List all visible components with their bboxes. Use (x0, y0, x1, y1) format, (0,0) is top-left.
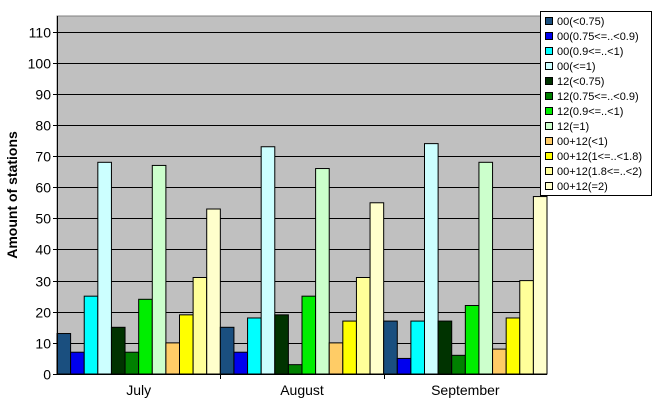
bar (165, 342, 180, 375)
bar (369, 202, 385, 375)
bar (519, 280, 534, 375)
y-tick-label: 60 (35, 180, 51, 196)
legend-swatch (545, 122, 553, 130)
bar (110, 326, 126, 375)
bar (315, 168, 330, 375)
bar (206, 208, 221, 375)
legend-label: 12(0.9<=..<1) (557, 106, 623, 118)
legend-label: 00(0.75<=..<0.9) (557, 31, 639, 43)
bar (478, 161, 494, 375)
bar (532, 196, 548, 375)
bar (192, 277, 208, 375)
legend-swatch (545, 17, 553, 25)
bars (56, 143, 548, 375)
bar (424, 143, 439, 375)
y-tick-label: 100 (28, 56, 52, 72)
bar (464, 305, 480, 375)
bar (355, 277, 371, 375)
legend-swatch (545, 137, 553, 145)
legend-swatch (545, 47, 553, 55)
y-tick-label: 90 (35, 87, 51, 103)
bar (383, 320, 398, 375)
legend-swatch (545, 62, 553, 70)
legend-label: 00+12(1.8<=..<2) (557, 166, 642, 178)
bar (396, 357, 412, 375)
legend-label: 12(0.75<=..<0.9) (557, 91, 639, 103)
legend-box (540, 11, 652, 196)
bar (56, 333, 72, 375)
legend-label: 00+12(<1) (557, 136, 608, 148)
x-tick-label: August (280, 382, 324, 398)
bar (328, 342, 344, 375)
y-tick-label: 80 (35, 118, 51, 134)
legend-swatch (545, 77, 553, 85)
legend-label: 00+12(1<=..<1.8) (557, 151, 642, 163)
legend-swatch (545, 167, 553, 175)
y-tick-label: 10 (35, 336, 51, 352)
legend-swatch (545, 92, 553, 100)
legend-label: 00(0.9<=..<1) (557, 46, 623, 58)
legend-swatch (545, 182, 553, 190)
bar (247, 317, 262, 375)
bar (97, 161, 112, 375)
x-axis-ticks: July August September (126, 374, 500, 398)
legend-swatch (545, 152, 553, 160)
legend-swatch (545, 107, 553, 115)
bar (138, 298, 153, 375)
y-tick-label: 30 (35, 274, 51, 290)
bar (274, 314, 289, 375)
bar (219, 326, 235, 375)
bar (342, 320, 357, 375)
legend-label: 00(<0.75) (557, 16, 604, 28)
bar (179, 314, 194, 375)
bar (451, 354, 466, 375)
bar (287, 364, 303, 375)
x-tick-label: September (431, 382, 500, 398)
y-tick-label: 0 (43, 367, 51, 383)
bar (70, 351, 85, 375)
legend-label: 12(=1) (557, 121, 589, 133)
legend: 00(<0.75) 00(0.75<=..<0.9) 00(0.9<=..<1) 00… (540, 11, 652, 196)
y-axis-ticks: 0 10 20 30 40 50 60 70 80 90 100 110 (28, 16, 547, 383)
bar (301, 295, 317, 375)
y-tick-label: 70 (35, 149, 51, 165)
y-tick-label: 50 (35, 211, 51, 227)
y-tick-label: 40 (35, 242, 51, 258)
legend-label: 00(<=1) (557, 61, 596, 73)
legend-swatch (545, 32, 553, 40)
y-axis-label: Amount of stations (4, 131, 20, 259)
bar (505, 317, 521, 375)
y-tick-label: 20 (35, 305, 51, 321)
bar (83, 295, 99, 375)
bar (124, 351, 140, 375)
legend-label: 00+12(=2) (557, 181, 608, 193)
bar (437, 320, 453, 375)
bar (410, 320, 426, 375)
bar (492, 348, 507, 375)
bar (260, 146, 276, 375)
bar (233, 351, 249, 375)
y-tick-label: 110 (29, 25, 52, 41)
x-tick-label: July (126, 382, 151, 398)
bar (151, 164, 167, 375)
legend-label: 12(<0.75) (557, 76, 604, 88)
